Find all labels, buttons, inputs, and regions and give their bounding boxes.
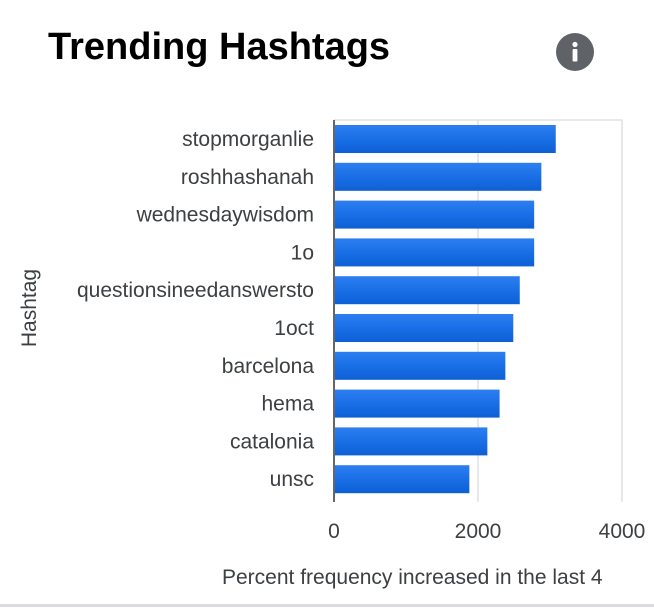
bar[interactable] bbox=[335, 465, 470, 494]
bar[interactable] bbox=[335, 125, 556, 153]
bar[interactable] bbox=[335, 314, 514, 342]
category-label: unsc bbox=[270, 468, 314, 491]
category-label: hema bbox=[261, 393, 314, 416]
y-axis-title: Hashtag bbox=[18, 269, 41, 347]
x-tick-labels: 0 2000 4000 bbox=[328, 520, 645, 543]
x-axis-title: Percent frequency increased in the last … bbox=[222, 566, 603, 589]
info-button[interactable] bbox=[556, 33, 594, 71]
bar[interactable] bbox=[335, 238, 535, 267]
bar[interactable] bbox=[335, 389, 500, 418]
category-label: roshhashanah bbox=[181, 166, 314, 189]
x-tick-label: 4000 bbox=[599, 520, 646, 543]
category-labels: stopmorganlie roshhashanah wednesdaywisdom… bbox=[77, 128, 314, 491]
x-tick-label: 0 bbox=[328, 520, 340, 543]
bar[interactable] bbox=[335, 162, 542, 191]
page-title: Trending Hashtags bbox=[48, 26, 391, 68]
x-tick-label: 2000 bbox=[455, 520, 502, 543]
category-label: stopmorganlie bbox=[182, 128, 314, 151]
bar[interactable] bbox=[335, 276, 520, 305]
category-label: wednesdaywisdom bbox=[136, 204, 314, 227]
bar[interactable] bbox=[335, 200, 535, 229]
category-label: 1oct bbox=[274, 317, 314, 340]
bar[interactable] bbox=[335, 351, 506, 380]
category-label: catalonia bbox=[230, 430, 314, 453]
category-label: barcelona bbox=[222, 355, 315, 378]
bars bbox=[335, 125, 556, 494]
category-label: questionsineedanswersto bbox=[77, 279, 314, 302]
category-label: 1o bbox=[291, 241, 314, 264]
bar[interactable] bbox=[335, 427, 488, 456]
info-icon bbox=[572, 41, 578, 62]
